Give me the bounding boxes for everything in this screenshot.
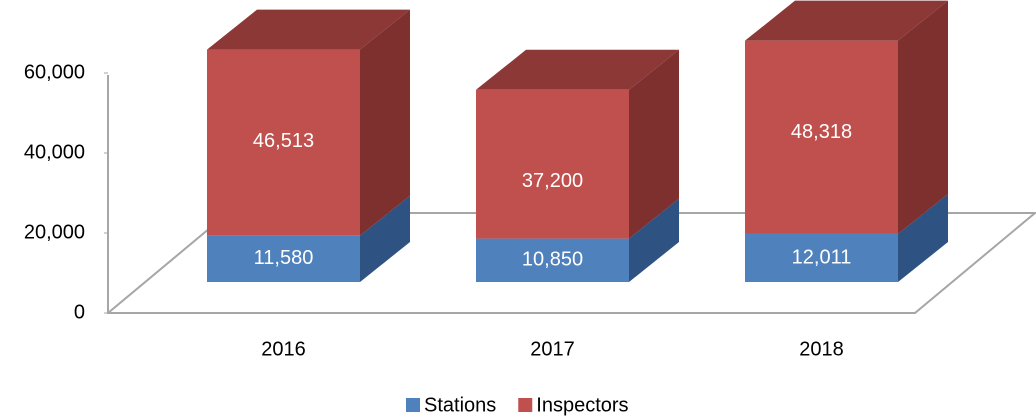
legend-label: Stations (424, 394, 496, 416)
bar-front (745, 233, 898, 282)
x-tick-label: 2017 (530, 338, 575, 360)
data-label: 10,850 (522, 249, 583, 271)
bar-side (629, 49, 679, 239)
data-label: 37,200 (522, 170, 583, 192)
bar-top (745, 0, 948, 41)
bar-front (207, 49, 360, 236)
legend-swatch (406, 398, 420, 412)
x-tick-label: 2016 (261, 338, 306, 360)
bar-front (476, 89, 629, 239)
bar-side (898, 0, 948, 234)
legend-label: Inspectors (536, 394, 628, 416)
y-tick-label: 0 (74, 301, 85, 323)
bar-side (360, 9, 410, 236)
bar-top (207, 9, 410, 50)
legend-swatch (518, 398, 533, 412)
bar-side (629, 198, 679, 282)
y-tick-label: 60,000 (24, 61, 85, 83)
data-label: 11,580 (254, 247, 314, 269)
bar-side (898, 193, 948, 282)
y-tick-label: 20,000 (24, 221, 85, 243)
bar-front (207, 235, 360, 282)
y-tick-label: 40,000 (24, 141, 85, 163)
data-label: 46,513 (253, 130, 314, 152)
bar-front (476, 238, 629, 282)
bar-side (360, 195, 410, 282)
x-tick-label: 2018 (799, 338, 844, 360)
data-label: 12,011 (792, 246, 852, 268)
bar-top (476, 49, 679, 90)
bar-front (745, 40, 898, 234)
data-label: 48,318 (791, 121, 852, 143)
